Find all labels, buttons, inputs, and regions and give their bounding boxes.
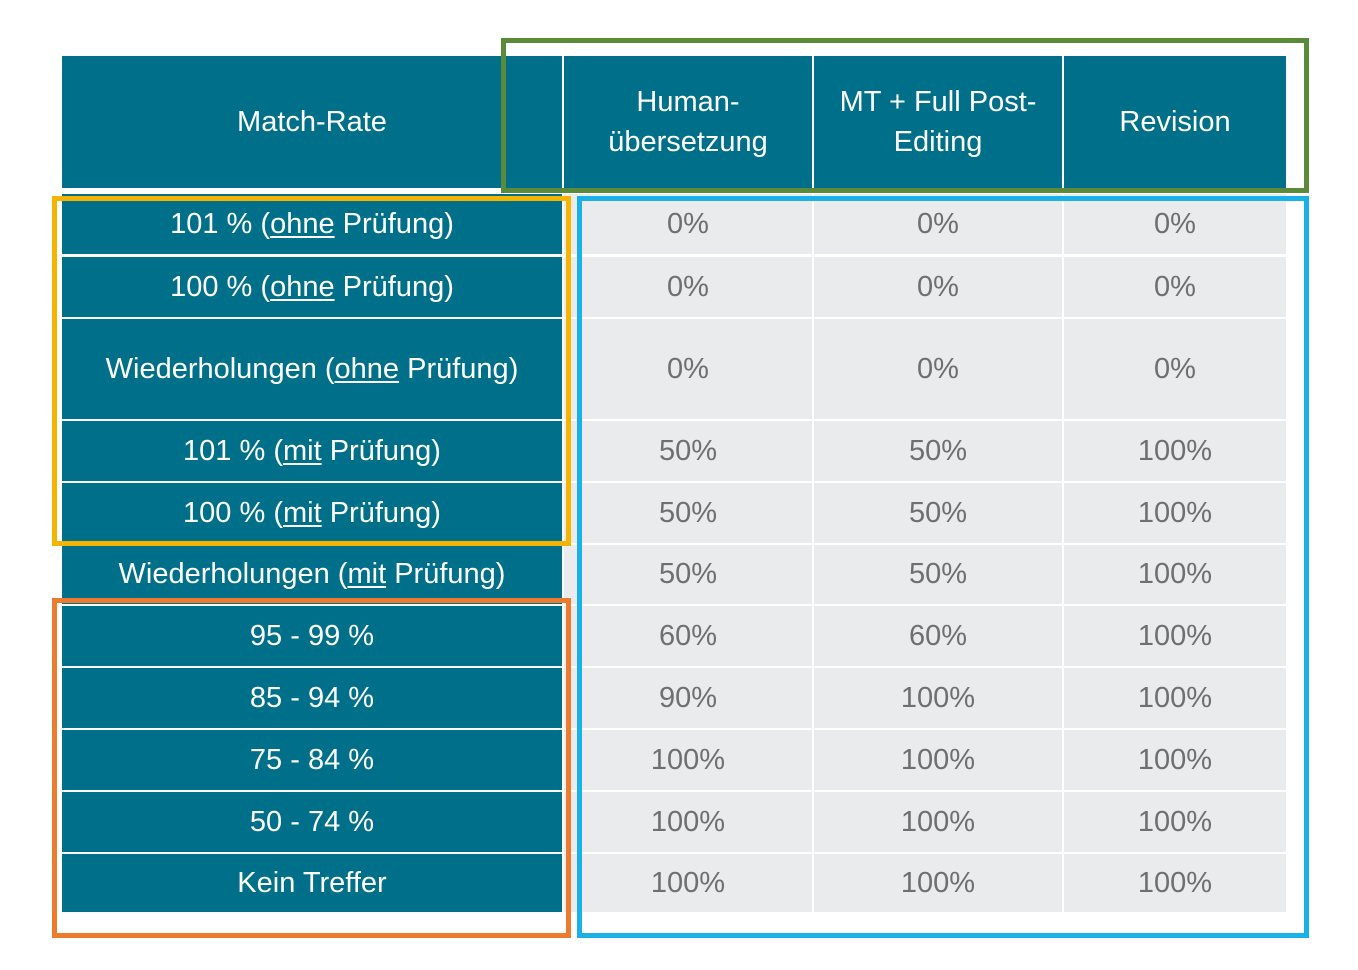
row-label: 95 - 99 % [62,606,562,666]
row-label-suffix: Prüfung) [334,207,454,240]
value-cell: 0% [814,194,1062,254]
value-cell: 0% [814,257,1062,317]
row-label-text: 100 % ( [170,270,271,303]
header-human-translation: Human- übersetzung [564,56,812,188]
value-cell: 0% [1064,194,1286,254]
row-label-text: 100 % ( [183,496,283,529]
value-cell: 100% [1064,483,1286,543]
value-cell: 60% [564,606,812,666]
header-match-rate: Match-Rate [62,56,562,188]
value-cell: 100% [564,854,812,912]
row-label-emphasis: ohne [270,207,335,240]
value-cell: 100% [1064,545,1286,604]
value-cell: 50% [564,421,812,481]
row-label: Wiederholungen (mit Prüfung) [62,545,562,604]
value-cell: 100% [1064,854,1286,912]
header-mt-post-editing: MT + Full Post- Editing [814,56,1062,188]
value-cell: 100% [1064,730,1286,790]
row-label-suffix: Prüfung) [386,558,506,590]
row-label-text: 95 - 99 % [249,619,375,652]
row-label-suffix: Prüfung) [399,352,519,385]
row-label-emphasis: mit [347,558,387,590]
value-cell: 90% [564,668,812,728]
value-cell: 0% [1064,257,1286,317]
row-label: Wiederholungen (ohne Prüfung) [62,319,562,419]
value-cell: 100% [814,792,1062,852]
value-cell: 100% [564,792,812,852]
value-cell: 50% [814,421,1062,481]
value-cell: 60% [814,606,1062,666]
row-label-text: 75 - 84 % [249,743,375,776]
row-label-emphasis: ohne [334,352,400,385]
row-label: 75 - 84 % [62,730,562,790]
row-label-suffix: Prüfung) [321,434,441,467]
row-label: 100 % (mit Prüfung) [62,483,562,543]
value-cell: 50% [814,545,1062,604]
row-label: Kein Treffer [62,854,562,912]
value-cell: 100% [1064,421,1286,481]
value-cell: 100% [1064,668,1286,728]
value-cell: 50% [564,545,812,604]
row-label: 100 % (ohne Prüfung) [62,257,562,317]
header-revision: Revision [1064,56,1286,188]
value-cell: 0% [564,194,812,254]
row-label-emphasis: mit [282,496,322,529]
value-cell: 50% [564,483,812,543]
row-label: 50 - 74 % [62,792,562,852]
row-label-text: 85 - 94 % [249,681,375,714]
row-label-suffix: Prüfung) [334,270,454,303]
row-label: 101 % (mit Prüfung) [62,421,562,481]
row-label-text: 50 - 74 % [249,805,375,838]
row-label-emphasis: ohne [270,270,335,303]
value-cell: 0% [564,257,812,317]
value-cell: 100% [1064,606,1286,666]
row-label: 85 - 94 % [62,668,562,728]
value-cell: 100% [814,854,1062,912]
value-cell: 100% [1064,792,1286,852]
row-label: 101 % (ohne Prüfung) [62,194,562,254]
value-cell: 100% [814,730,1062,790]
value-cell: 0% [1064,319,1286,419]
row-label-emphasis: mit [282,434,322,467]
row-label-suffix: Prüfung) [321,496,441,529]
row-label-text: 101 % ( [183,434,283,467]
row-label-text: Wiederholungen ( [118,558,348,590]
row-label-text: Wiederholungen ( [105,352,335,385]
row-label-text: 101 % ( [170,207,271,240]
row-label-text: Kein Treffer [237,866,387,899]
value-cell: 100% [564,730,812,790]
value-cell: 0% [814,319,1062,419]
value-cell: 0% [564,319,812,419]
value-cell: 50% [814,483,1062,543]
value-cell: 100% [814,668,1062,728]
